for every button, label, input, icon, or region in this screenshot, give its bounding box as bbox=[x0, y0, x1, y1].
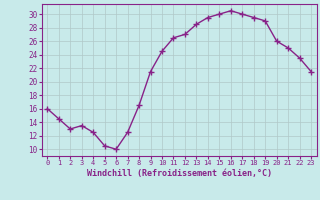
X-axis label: Windchill (Refroidissement éolien,°C): Windchill (Refroidissement éolien,°C) bbox=[87, 169, 272, 178]
